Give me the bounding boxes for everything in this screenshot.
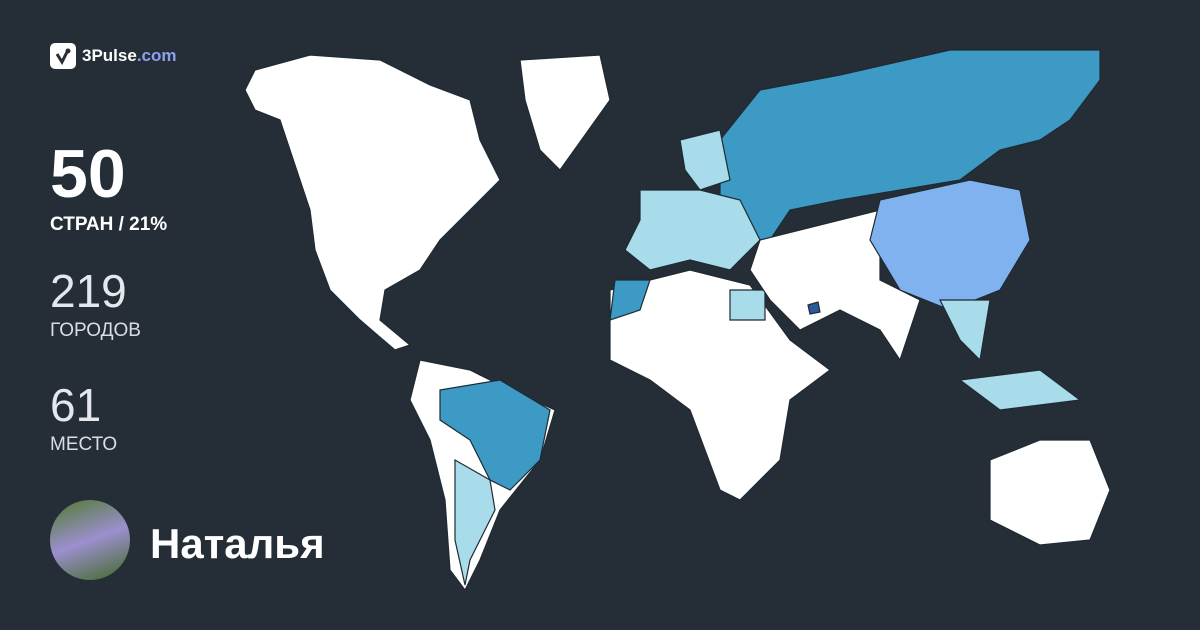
north-america	[244, 54, 501, 351]
country-china	[869, 179, 1031, 311]
country-egypt	[729, 289, 766, 321]
logo[interactable]: 3Pulse.com	[50, 43, 177, 69]
cities-label: ГОРОДОВ	[50, 320, 141, 341]
country-argentina	[454, 458, 496, 586]
rank-value: 61	[50, 379, 102, 431]
pulse-check-icon	[50, 43, 76, 69]
rank-label: МЕСТО	[50, 434, 118, 455]
southeast-asia	[939, 299, 991, 362]
country-morocco	[609, 279, 651, 321]
countries-count: 50	[50, 136, 126, 212]
australia	[989, 439, 1111, 546]
user-name: Наталья	[150, 520, 325, 567]
europe	[624, 189, 761, 271]
logo-text: 3Pulse.com	[82, 46, 177, 65]
countries-label: СТРАН / 21%	[50, 214, 168, 235]
cities-count: 219	[50, 265, 127, 317]
indonesia	[958, 369, 1082, 411]
africa	[609, 269, 831, 501]
scandinavia	[679, 129, 731, 191]
rank-stat: 61 МЕСТО	[50, 382, 117, 456]
country-brazil	[439, 379, 551, 491]
cities-stat: 219 ГОРОДОВ	[50, 268, 141, 342]
countries-stat: 50 СТРАН / 21%	[50, 140, 167, 236]
country-uae	[807, 301, 821, 315]
avatar[interactable]	[50, 500, 130, 580]
greenland	[519, 54, 611, 171]
